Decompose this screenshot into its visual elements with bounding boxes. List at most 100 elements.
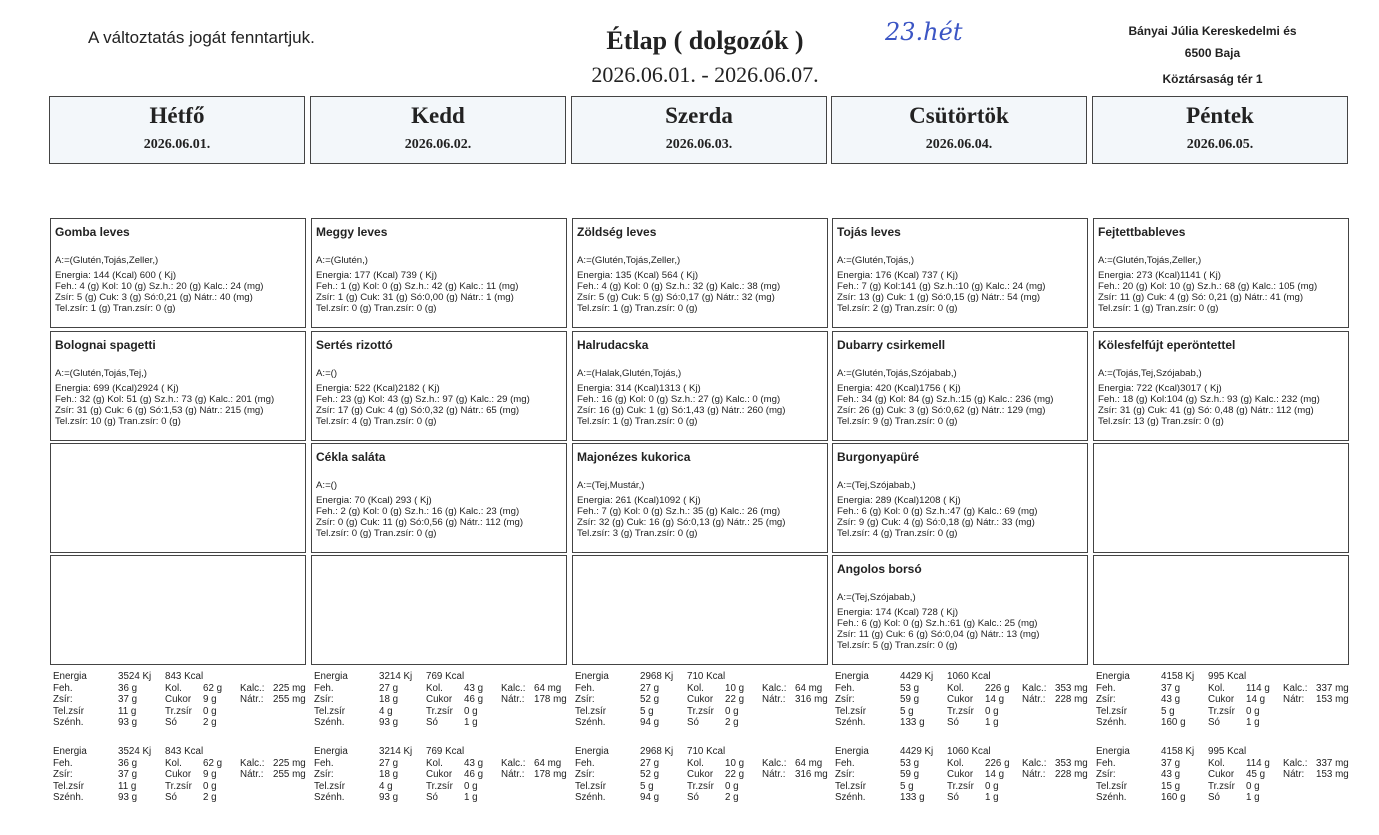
dish-cell: Fejtettbableves A:=(Glutén,Tojás,Zeller,)… xyxy=(1093,218,1349,328)
company-address: Köztársaság tér 1 xyxy=(1162,72,1263,86)
summary-item: 0 g xyxy=(725,705,739,717)
summary-item: 1 g xyxy=(985,717,999,728)
summary-item: 160 g xyxy=(1161,792,1186,803)
summary-item: 1 g xyxy=(464,717,478,728)
summary-item: 1 g xyxy=(985,792,999,803)
summary-item: Tr.zsír xyxy=(1208,780,1235,792)
dish-name: Zöldség leves xyxy=(577,225,657,239)
nutrition-line: Tel.zsír: 0 (g) Tran.zsír: 0 (g) xyxy=(316,303,437,314)
summary-item: 353 mg xyxy=(1055,682,1088,694)
summary-item: 4 g xyxy=(379,780,393,792)
nutrition-line: Tel.zsír: 1 (g) Tran.zsír: 0 (g) xyxy=(577,416,698,427)
allergens: A:=(Tojás,Tej,Szójabab,) xyxy=(1098,368,1202,379)
summary-item: 18 g xyxy=(379,694,399,705)
summary-item: Szénh. xyxy=(314,792,345,803)
summary-item: 5 g xyxy=(640,705,654,717)
summary-item: 3214 Kj xyxy=(379,671,413,682)
daily-summary: Energia 4158 Kj 995 Kcal Feh. 37 g Kol. 114 g K… xyxy=(1096,671,1354,741)
summary-item: 0 g xyxy=(203,705,217,717)
daily-summary: Energia 4429 Kj 1060 Kcal Feh. 53 g Kol. 226 g… xyxy=(835,671,1093,741)
summary-item: Energia xyxy=(53,671,87,682)
summary-item: Cukor xyxy=(426,769,453,780)
summary-item: Kalc.: xyxy=(501,757,526,769)
summary-item: 160 g xyxy=(1161,717,1186,728)
summary-item: 43 g xyxy=(1161,769,1181,780)
summary-item: 353 mg xyxy=(1055,757,1088,769)
summary-item: Tr.zsír xyxy=(1208,705,1235,717)
summary-item: 1060 Kcal xyxy=(947,746,991,757)
allergens: A:=(Glutén,Tojás,Zeller,) xyxy=(577,255,681,266)
nutrition-line: Feh.: 7 (g) Kol: 0 (g) Sz.h.: 35 (g) Kal… xyxy=(577,506,781,517)
handwritten-note: 23.hét xyxy=(885,18,963,46)
summary-item: 4429 Kj xyxy=(900,671,934,682)
summary-item: Feh. xyxy=(1096,682,1116,694)
summary-item: 14 g xyxy=(985,769,1005,780)
summary-item: 0 g xyxy=(985,780,999,792)
dish-name: Cékla saláta xyxy=(316,450,386,464)
company-name: Bányai Júlia Kereskedelmi és xyxy=(1128,24,1297,38)
summary-item: 337 mg xyxy=(1316,757,1349,769)
nutrition-line: Feh.: 32 (g) Kol: 51 (g) Sz.h.: 73 (g) K… xyxy=(55,394,275,405)
dish-name: Majonézes kukorica xyxy=(577,450,691,464)
summary-item: 0 g xyxy=(1246,780,1260,792)
summary-item: 64 mg xyxy=(534,757,562,769)
dish-cell: Tojás leves A:=(Glutén,Tojás,) Energia: 17… xyxy=(832,218,1088,328)
summary-item: Tel.zsír xyxy=(575,705,607,717)
summary-item: Tr.zsír xyxy=(165,705,192,717)
summary-item: 27 g xyxy=(379,757,399,769)
summary-item: Tel.zsír xyxy=(835,705,867,717)
allergens: A:=(Glutén,Tojás,Zeller,) xyxy=(1098,255,1202,266)
dish-cell: Meggy leves A:=(Glutén,) Energia: 177 (Kca… xyxy=(311,218,567,328)
summary-item: Tel.zsír xyxy=(575,780,607,792)
nutrition-line: Feh.: 18 (g) Kol:104 (g) Sz.h.: 93 (g) K… xyxy=(1098,394,1320,405)
summary-item: Zsír: xyxy=(835,694,855,705)
summary-item: Cukor xyxy=(687,769,714,780)
nutrition-line: Energia: 135 (Kcal) 564 ( Kj) xyxy=(577,270,699,281)
summary-item: 0 g xyxy=(464,780,478,792)
nutrition-line: Energia: 273 (Kcal)1141 ( Kj) xyxy=(1098,270,1222,281)
summary-item: 15 g xyxy=(1161,780,1181,792)
summary-item: 10 g xyxy=(725,682,745,694)
summary-item: 36 g xyxy=(118,682,138,694)
daily-summary: Energia 4158 Kj 995 Kcal Feh. 37 g Kol. 114 g K… xyxy=(1096,746,1354,816)
summary-item: 64 mg xyxy=(534,682,562,694)
summary-item: Kol. xyxy=(1208,757,1225,769)
summary-item: Feh. xyxy=(53,757,73,769)
summary-item: Kalc.: xyxy=(1283,757,1308,769)
day-name: Hétfő xyxy=(149,103,205,128)
dish-name: Fejtettbableves xyxy=(1098,225,1186,239)
summary-item: Kol. xyxy=(165,682,182,694)
summary-item: Só xyxy=(165,792,177,803)
summary-item: Tel.zsír xyxy=(53,705,85,717)
nutrition-line: Feh.: 20 (g) Kol: 10 (g) Sz.h.: 68 (g) K… xyxy=(1098,281,1318,292)
summary-item: Zsír: xyxy=(1096,769,1116,780)
summary-item: Energia xyxy=(1096,746,1130,757)
nutrition-line: Tel.zsír: 9 (g) Tran.zsír: 0 (g) xyxy=(837,416,958,427)
summary-item: Kol. xyxy=(687,682,704,694)
allergens: A:=(Glutén,Tojás,Szójabab,) xyxy=(837,368,957,379)
dish-name: Kölesfelfújt eperöntettel xyxy=(1098,338,1236,352)
summary-item: 46 g xyxy=(464,694,484,705)
title: Étlap ( dolgozók ) xyxy=(606,26,804,55)
summary-item: 114 g xyxy=(1246,757,1270,769)
summary-item: 769 Kcal xyxy=(426,746,465,757)
nutrition-line: Tel.zsír: 4 (g) Tran.zsír: 0 (g) xyxy=(316,416,437,427)
summary-item: Szénh. xyxy=(53,792,84,803)
dish-cell: Bolognai spagetti A:=(Glutén,Tojás,Tej,) E… xyxy=(50,331,306,441)
summary-item: 133 g xyxy=(900,717,925,728)
summary-item: 62 g xyxy=(203,682,223,694)
summary-item: Nátr.: xyxy=(762,769,786,780)
summary-item: Energia xyxy=(575,746,609,757)
summary-item: 2 g xyxy=(203,717,217,728)
summary-item: 2968 Kj xyxy=(640,671,674,682)
summary-item: Kol. xyxy=(426,757,443,769)
dish-cell: Burgonyapüré A:=(Tej,Szójabab,) Energia: 2… xyxy=(832,443,1088,553)
summary-item: Só xyxy=(426,717,438,728)
summary-item: Kalc.: xyxy=(1022,682,1047,694)
allergens: A:=(Glutén,) xyxy=(316,255,368,266)
summary-item: Nátr.: xyxy=(240,694,264,705)
dish-name: Bolognai spagetti xyxy=(55,338,156,352)
summary-item: 337 mg xyxy=(1316,682,1349,694)
summary-item: 53 g xyxy=(900,682,920,694)
